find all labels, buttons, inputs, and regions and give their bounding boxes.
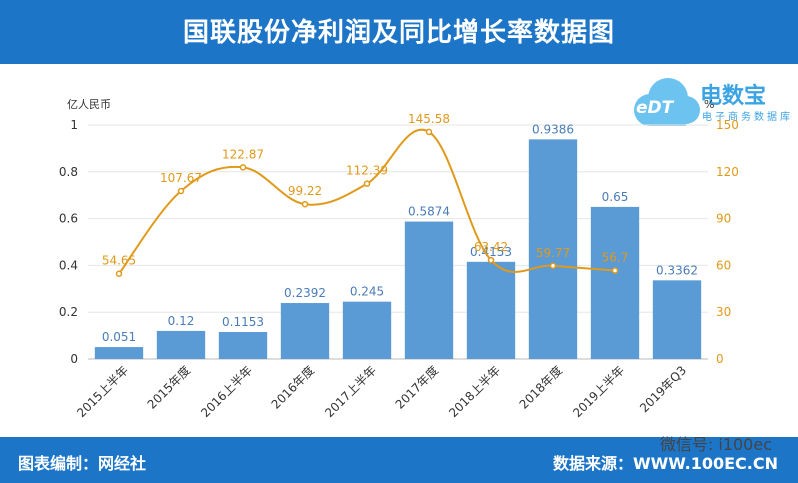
y2-axis-ticks: 0 30 60 90 120 150: [716, 118, 739, 366]
line-point: [115, 270, 123, 277]
bar: [404, 221, 454, 359]
y2-tick-label: 30: [716, 305, 731, 319]
bar: [466, 261, 516, 359]
data-source: 数据来源：WWW.100EC.CN: [552, 454, 778, 473]
x-tick-label: 2019年Q3: [637, 363, 689, 415]
x-tick-label: 2018年度: [516, 363, 565, 412]
logo-name: 电数宝: [700, 84, 767, 109]
bar-value-label: 0.2392: [284, 286, 326, 300]
growth-line: [118, 128, 616, 275]
x-axis-labels: 2015上半年 2015年度 2016上半年 2016年度 2017上半年 2017年度 2…: [74, 363, 689, 421]
bar: [280, 303, 330, 359]
logo: eDT 电数宝 电子商务数据库: [628, 72, 793, 130]
line-value-label: 54.65: [102, 254, 136, 268]
bar: [218, 332, 268, 359]
bar-value-label: 0.4153: [470, 245, 512, 259]
x-tick-label: 2015年度: [144, 363, 193, 412]
bar-value-label: 0.051: [102, 330, 136, 344]
x-tick-label: 2019上半年: [570, 363, 627, 420]
line-point: [425, 128, 433, 136]
line-point: [611, 267, 619, 274]
wechat-id: 微信号: i100ec: [659, 435, 772, 454]
y-tick-label: 0.2: [59, 305, 78, 319]
line-value-label: 112.39: [346, 164, 388, 178]
line-point: [239, 164, 247, 171]
y-axis-title: 亿人民币: [67, 98, 111, 111]
y-tick-label: 1: [70, 118, 78, 132]
bar: [94, 347, 144, 359]
footer: 微信号: i100ec 图表编制：网经社 数据来源：WWW.100EC.CN: [0, 435, 798, 483]
bar: [652, 280, 702, 359]
title-banner: 国联股份净利润及同比增长率数据图: [0, 0, 798, 64]
x-tick-label: 2018上半年: [446, 363, 503, 420]
bar-value-label: 0.1153: [222, 315, 264, 329]
y2-tick-label: 150: [716, 118, 739, 132]
x-tick-label: 2016年度: [268, 363, 317, 412]
y2-tick-label: 90: [716, 212, 731, 226]
line-value-label: 63.42: [474, 240, 508, 254]
line-value-label: 56.7: [602, 251, 629, 265]
line-value-label: 107.67: [160, 171, 202, 185]
bar: [156, 330, 206, 359]
bar-value-label: 0.3362: [656, 263, 698, 277]
line-point: [177, 187, 185, 195]
y-tick-label: 0.6: [59, 212, 78, 226]
line-point: [487, 256, 495, 264]
logo-mark: eDT: [636, 98, 674, 118]
line-point: [363, 180, 371, 187]
logo-subtitle: 电子商务数据库: [702, 112, 793, 123]
bar-labels: 0.051 0.12 0.1153 0.2392 0.245 0.5874 0.4153 0.…: [102, 122, 698, 344]
bar-value-label: 0.5874: [408, 205, 450, 219]
line-value-label: 59.77: [536, 246, 570, 260]
bar-value-label: 0.12: [168, 314, 195, 328]
bar: [342, 301, 392, 359]
line-points: [115, 128, 619, 277]
y2-tick-label: 60: [716, 258, 731, 272]
y-tick-label: 0.4: [59, 258, 78, 272]
line-point: [301, 200, 309, 208]
bar: [528, 139, 578, 359]
chart-credit: 图表编制：网经社: [18, 454, 147, 473]
bar-value-label: 0.245: [350, 285, 384, 299]
y2-tick-label: 0: [716, 352, 724, 366]
page-title: 国联股份净利润及同比增长率数据图: [182, 18, 615, 48]
y-axis-ticks: 0 0.2 0.4 0.6 0.8 1: [59, 118, 78, 366]
line-value-label: 99.22: [288, 184, 322, 198]
x-tick-label: 2017年度: [392, 363, 441, 412]
line-value-label: 122.87: [222, 147, 264, 161]
line-value-label: 145.58: [408, 112, 450, 126]
bar-value-label: 0.9386: [532, 122, 574, 136]
x-tick-label: 2015上半年: [74, 363, 131, 420]
y2-axis-title: %: [704, 98, 714, 111]
x-tick-label: 2017上半年: [322, 363, 379, 420]
bar-series: [94, 139, 702, 359]
y-tick-label: 0: [70, 352, 78, 366]
line-point: [549, 262, 557, 270]
line-labels: 54.65 107.67 122.87 99.22 112.39 145.58 63.42 5…: [102, 112, 629, 268]
x-tick-label: 2016上半年: [198, 363, 255, 420]
bar-value-label: 0.65: [602, 190, 629, 204]
cloud-logo-icon: [634, 78, 700, 126]
bar: [590, 206, 640, 359]
y-tick-label: 0.8: [59, 165, 78, 179]
y2-tick-label: 120: [716, 165, 739, 179]
chart: 亿人民币 % 0 0.2 0.4 0.6 0.8 1 0 30 60 90 120 150 0.05…: [59, 98, 739, 421]
